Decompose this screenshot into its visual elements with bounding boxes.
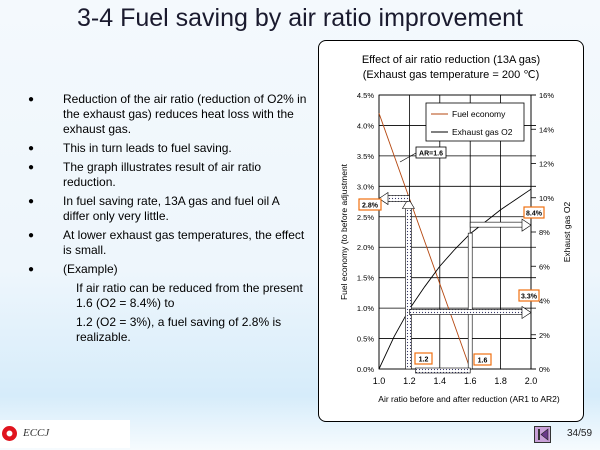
- logo-icon: [2, 426, 17, 441]
- y-tick-label: 4.0%: [357, 121, 374, 130]
- label-o2-after: 3.3%: [521, 294, 538, 301]
- legend-fuel-economy: Fuel economy: [452, 109, 506, 119]
- bullet-text: In fuel saving rate, 13A gas and fuel oi…: [63, 194, 280, 223]
- previous-slide-button[interactable]: [534, 426, 551, 443]
- arrow-head: [521, 305, 532, 320]
- bullet-icon: ●: [28, 162, 35, 173]
- y-axis-label: Fuel economy (to before adjustment: [339, 163, 349, 300]
- bullet-icon: ●: [28, 94, 35, 105]
- y-tick-label: 2.5%: [357, 213, 374, 222]
- bullet-icon: ●: [28, 230, 35, 241]
- y2-tick-label: 2%: [539, 331, 550, 340]
- bullet-icon: ●: [28, 143, 35, 154]
- y-tick-label: 3.5%: [357, 152, 374, 161]
- y-tick-label: 0.5%: [357, 335, 374, 344]
- arrow-left-2.8: [386, 195, 410, 202]
- series-fuel-economy: [378, 113, 471, 370]
- label-ar-pointer: [399, 152, 417, 163]
- label-ar-after-box: [414, 352, 433, 365]
- chart-title: Effect of air ratio reduction (13A gas): [362, 54, 540, 66]
- label-o2-before-box: [523, 206, 545, 219]
- y2-tick-label: 16%: [539, 91, 554, 100]
- label-ar: AR=1.6: [419, 151, 443, 158]
- y2-tick-label: 4%: [539, 297, 550, 306]
- arrow-right-8.4: [469, 221, 524, 228]
- arrow-right-3.3: [409, 309, 524, 315]
- back-arrow-icon: [538, 428, 549, 441]
- arrow-up-1.2: [405, 206, 412, 370]
- bullet-list: ● Reduction of the air ratio (reduction o…: [22, 92, 307, 349]
- y2-axis-label: Exhaust gas O2: [562, 201, 572, 262]
- bullet-text: The graph illustrates result of air rati…: [63, 160, 262, 189]
- chart-subtitle: (Exhaust gas temperature = 200 ℃): [363, 69, 540, 81]
- bullet-text: At lower exhaust gas temperatures, the e…: [63, 228, 305, 257]
- chart-panel: Effect of air ratio reduction (13A gas) …: [318, 40, 584, 422]
- bullet-text: (Example): [63, 262, 118, 276]
- x-tick-label: 1.8: [494, 376, 507, 386]
- y-tick-label: 2.0%: [357, 243, 374, 252]
- slide-title: 3-4 Fuel saving by air ratio improvement: [76, 4, 524, 32]
- example-line: If air ratio can be reduced from the pre…: [76, 281, 303, 310]
- y-tick-label: 1.0%: [357, 304, 374, 313]
- legend-exhaust-o2: Exhaust gas O2: [452, 127, 513, 137]
- label-ar-box: [415, 146, 447, 159]
- y-tick-label: 0.0%: [357, 365, 374, 374]
- bullet-item: ● This in turn leads to fuel saving.: [22, 141, 307, 156]
- bullet-item: ● (Example): [22, 262, 307, 277]
- bullet-icon: ●: [28, 264, 35, 275]
- legend: Fuel economy Exhaust gas O2: [425, 102, 525, 142]
- series-exhaust-o2: [378, 188, 532, 370]
- label-o2-before: 8.4%: [526, 211, 543, 218]
- y2-tick-label: 14%: [539, 125, 554, 134]
- example-line: 1.2 (O2 = 3%), a fuel saving of 2.8% is …: [76, 315, 282, 344]
- arrow-head: [401, 197, 415, 209]
- x-tick-label: 1.0: [373, 376, 386, 386]
- y-tick-label: 3.0%: [357, 182, 374, 191]
- label-fuel-saving-box: [358, 198, 382, 211]
- label-ar-after: 1.2: [419, 357, 429, 364]
- x-tick-label: 1.2: [403, 376, 416, 386]
- y-tick-label: 4.5%: [357, 91, 374, 100]
- page-number: 34/59: [567, 428, 593, 439]
- x-axis-label: Air ratio before and after reduction (AR…: [378, 394, 560, 404]
- eccj-logo: ECCJ: [0, 420, 130, 448]
- bullet-icon: ●: [28, 196, 35, 207]
- y2-tick-label: 10%: [539, 194, 554, 203]
- bullet-text: This in turn leads to fuel saving.: [63, 141, 232, 155]
- y2-tick-label: 6%: [539, 262, 550, 271]
- label-fuel-saving: 2.8%: [362, 203, 379, 210]
- y2-tick-label: 0%: [539, 365, 550, 374]
- logo-text: ECCJ: [23, 427, 50, 439]
- label-o2-after-box: [518, 289, 540, 302]
- label-ar-before: 1.6: [478, 358, 488, 365]
- chart: Effect of air ratio reduction (13A gas) …: [339, 54, 572, 404]
- bullet-item: ● At lower exhaust gas temperatures, the …: [22, 228, 307, 258]
- bullet-item: ● In fuel saving rate, 13A gas and fuel o…: [22, 194, 307, 224]
- arrow-up-1.6: [467, 232, 473, 370]
- arrow-head: [378, 191, 389, 206]
- y2-tick-label: 8%: [539, 228, 550, 237]
- bullet-item: ● Reduction of the air ratio (reduction o…: [22, 92, 307, 137]
- x-tick-label: 1.6: [464, 376, 477, 386]
- arrow-left-1.6-to-1.2: [415, 367, 471, 374]
- x-tick-label: 1.4: [434, 376, 447, 386]
- arrow-head: [521, 218, 532, 232]
- label-ar-before-box: [473, 353, 492, 366]
- bullet-item: ● The graph illustrates result of air rat…: [22, 160, 307, 190]
- y2-tick-label: 12%: [539, 160, 554, 169]
- y-tick-label: 1.5%: [357, 274, 374, 283]
- x-tick-label: 2.0: [525, 376, 538, 386]
- bullet-text: Reduction of the air ratio (reduction of…: [63, 92, 307, 136]
